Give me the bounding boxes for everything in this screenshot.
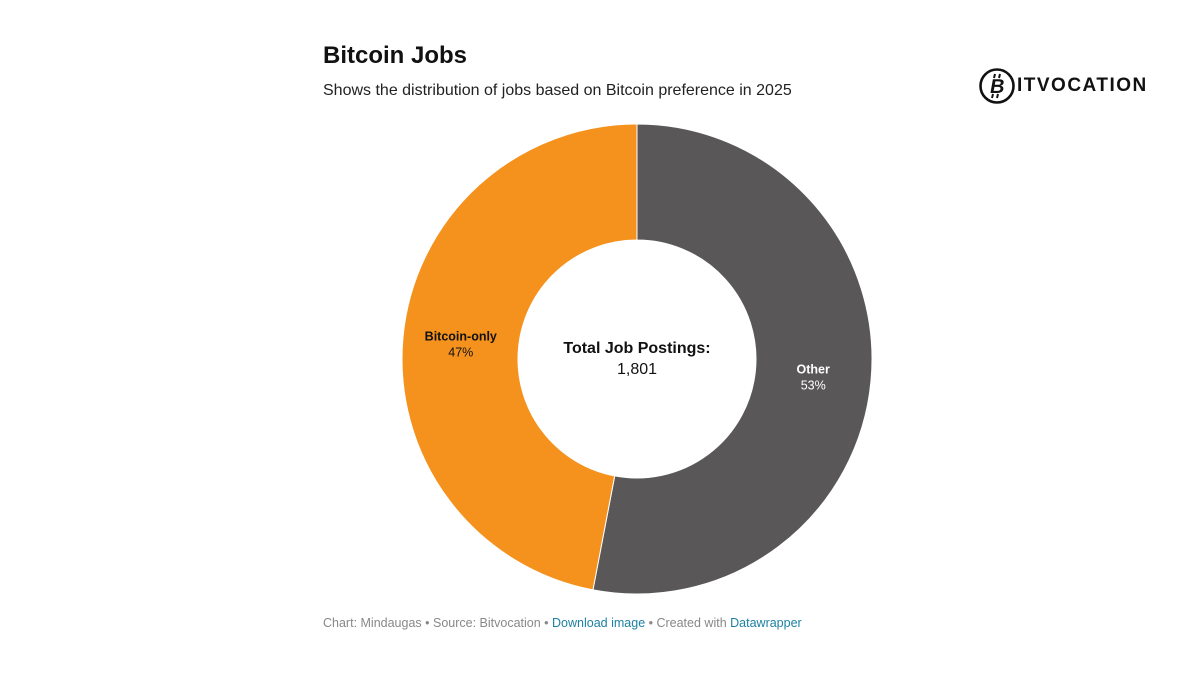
chart-title: Bitcoin Jobs bbox=[323, 42, 468, 69]
slice-labels-layer: Other 53% Bitcoin-only 47% bbox=[425, 329, 830, 392]
footer-source: Source: Bitvocation bbox=[433, 616, 541, 630]
svg-text:B: B bbox=[988, 76, 1006, 98]
bitvocation-logo: B ITVOCATION bbox=[978, 66, 1148, 106]
footer-separator: • bbox=[645, 616, 657, 630]
bitcoin-circle-icon: B bbox=[979, 68, 1015, 104]
footer-chart-credit: Chart: Mindaugas bbox=[323, 616, 422, 630]
footer-created-with: Created with bbox=[656, 616, 727, 630]
center-label: Total Job Postings: bbox=[563, 340, 711, 357]
download-image-link[interactable]: Download image bbox=[552, 616, 646, 630]
slice-value-label: 47% bbox=[448, 345, 473, 359]
footer-separator: • bbox=[421, 616, 433, 630]
slice-label: Bitcoin-only bbox=[425, 329, 497, 343]
chart-footer: Chart: Mindaugas • Source: Bitvocation •… bbox=[323, 616, 802, 630]
slice-value-label: 53% bbox=[801, 379, 826, 393]
datawrapper-link[interactable]: Datawrapper bbox=[730, 616, 802, 630]
chart-subtitle: Shows the distribution of jobs based on … bbox=[323, 82, 792, 99]
center-value: 1,801 bbox=[616, 361, 658, 378]
footer-separator: • bbox=[540, 616, 553, 630]
slice-other bbox=[592, 123, 873, 595]
slices-layer bbox=[401, 123, 873, 595]
slice-label: Other bbox=[797, 363, 830, 377]
slice-bitcoin-only bbox=[401, 123, 638, 591]
logo-text: ITVOCATION bbox=[1017, 75, 1148, 96]
